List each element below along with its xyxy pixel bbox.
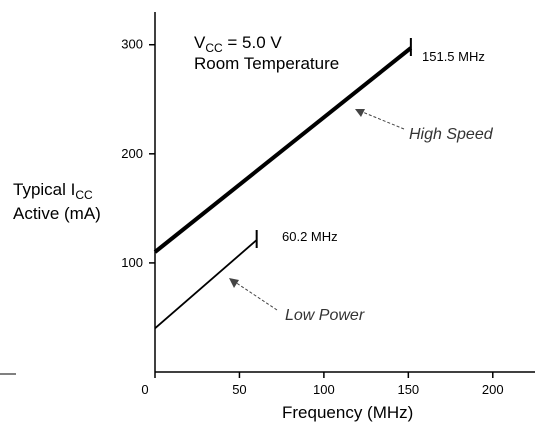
y-axis-label-sub: CC: [75, 188, 93, 202]
x-ticks: 0 50 100 150 200: [141, 372, 504, 397]
y-axis-label: Typical ICC: [13, 180, 93, 202]
x-axis-label: Frequency (MHz): [282, 403, 413, 422]
x-tick-label: 100: [313, 382, 335, 397]
x-tick-label: 0: [141, 382, 148, 397]
high-speed-label: High Speed: [409, 126, 494, 143]
low-power-arrowhead: [229, 278, 239, 288]
high-speed-arrow-line: [359, 110, 405, 130]
y-tick-label: 300: [121, 37, 143, 52]
y-tick-label: 100: [121, 255, 143, 270]
x-tick-label: 200: [482, 382, 504, 397]
high-speed-arrowhead: [355, 109, 365, 117]
vcc-condition: VCC = 5.0 V: [194, 33, 282, 55]
temperature-condition: Room Temperature: [194, 54, 339, 73]
y-axis-label-line2: Active (mA): [13, 204, 101, 223]
vcc-prefix: V: [194, 33, 206, 52]
low-power-label: Low Power: [285, 307, 365, 324]
low-power-arrow-line: [234, 281, 278, 311]
y-tick-label: 200: [121, 146, 143, 161]
y-ticks: 100 200 300: [121, 37, 155, 270]
high-speed-line: [153, 46, 413, 254]
vcc-value: = 5.0 V: [223, 33, 283, 52]
vcc-sub: CC: [205, 41, 223, 55]
x-tick-label: 50: [232, 382, 246, 397]
low-power-line: [154, 239, 258, 330]
series-lines: [153, 38, 413, 330]
x-tick-label: 150: [397, 382, 419, 397]
low-power-end-label: 60.2 MHz: [282, 229, 338, 244]
y-axis-label-main: Typical I: [13, 180, 75, 199]
high-speed-end-label: 151.5 MHz: [422, 49, 485, 64]
